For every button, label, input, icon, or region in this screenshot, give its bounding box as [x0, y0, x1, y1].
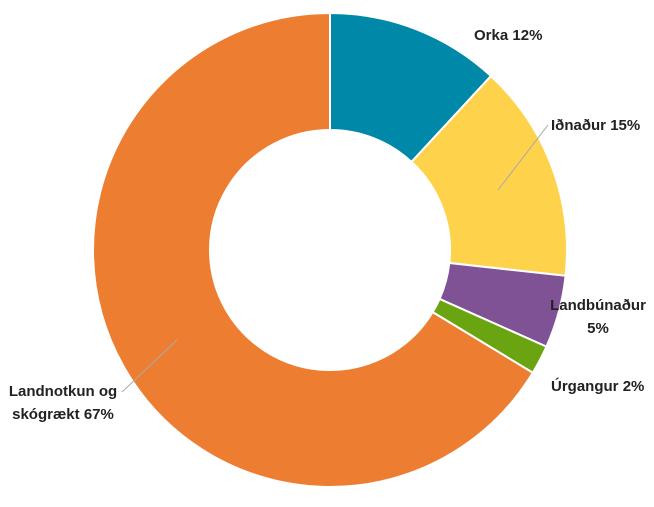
slice-label: Landbúnaður 5%	[545, 294, 651, 340]
leader-line	[497, 124, 549, 191]
value-label: 12%	[512, 27, 543, 44]
value-label: 67%	[83, 406, 114, 423]
category-label: Orka	[474, 27, 509, 44]
category-label: Landnotkun og skógrækt	[8, 383, 118, 423]
category-label: Úrgangur	[551, 378, 619, 395]
slice	[410, 74, 568, 277]
leader-line	[121, 339, 178, 393]
value-label: 2%	[622, 378, 645, 395]
slice-label: Iðnaður 15%	[551, 114, 640, 137]
category-label: Landbúnaður	[550, 297, 646, 314]
slice-label: Úrgangur 2%	[551, 375, 644, 398]
slice	[92, 11, 535, 488]
slice-label: Orka 12%	[474, 24, 542, 47]
slice-label: Landnotkun og skógrækt 67%	[2, 380, 124, 426]
value-label: 5%	[587, 320, 609, 337]
category-label: Iðnaður	[551, 117, 606, 134]
value-label: 15%	[610, 117, 641, 134]
